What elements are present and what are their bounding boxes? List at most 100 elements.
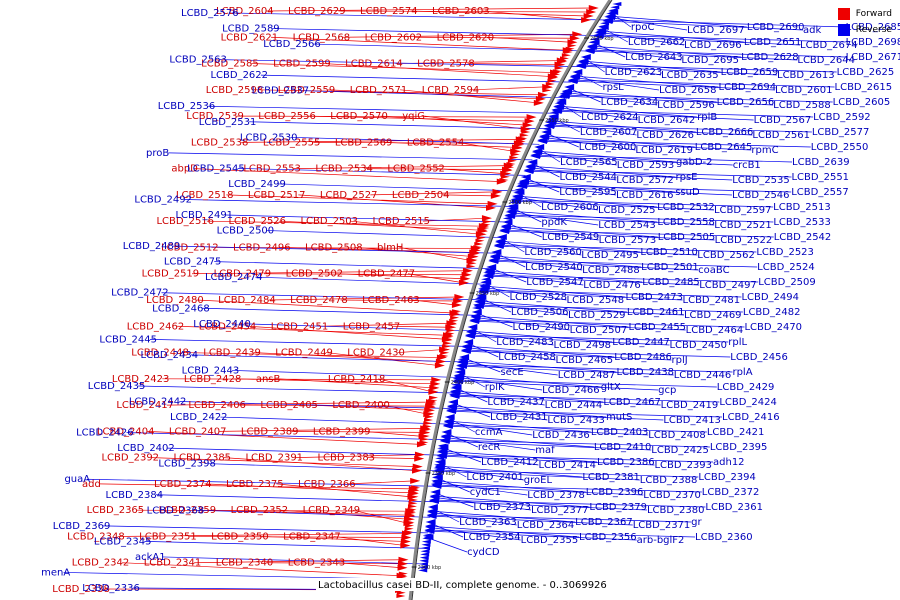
reverse-connector	[501, 229, 774, 238]
reverse-connector	[214, 261, 490, 269]
forward-gene-label: LCBD_2347	[283, 531, 341, 542]
reverse-connector	[434, 480, 586, 493]
reverse-gene-label: LCBD_2656	[717, 97, 775, 108]
forward-connector	[399, 247, 471, 261]
reverse-feature	[433, 466, 443, 470]
reverse-connector	[458, 364, 733, 373]
reverse-feature	[541, 126, 551, 131]
forward-connector	[437, 168, 505, 174]
reverse-connector	[290, 136, 540, 145]
scale-tick-label: 2400 kbp	[451, 380, 475, 386]
forward-gene-label: LCBD_2399	[313, 426, 371, 437]
forward-gene-label: LCBD_2534	[315, 164, 373, 175]
reverse-gene-label: LCBD_2367	[575, 517, 633, 528]
reverse-feature	[544, 120, 554, 125]
reverse-gene-label: LCBD_2384	[106, 490, 164, 501]
reverse-connector	[208, 105, 555, 114]
reverse-feature	[428, 497, 439, 503]
reverse-feature	[551, 107, 561, 112]
reverse-gene-label: LCBD_2408	[648, 430, 706, 441]
forward-gene-label: LCBD_2406	[188, 400, 246, 411]
reverse-gene-label: secE	[500, 367, 523, 378]
reverse-connector	[426, 525, 580, 538]
reverse-connector	[554, 109, 814, 118]
forward-feature	[461, 271, 472, 278]
reverse-gene-label: LCBD_2536	[158, 101, 216, 112]
reverse-feature	[422, 536, 432, 541]
reverse-feature	[513, 190, 523, 195]
forward-connector	[486, 36, 572, 43]
reverse-feature	[576, 62, 587, 68]
forward-feature	[448, 322, 458, 326]
reverse-connector	[496, 241, 582, 256]
forward-gene-label: LCBD_2553	[243, 164, 301, 175]
reverse-connector	[589, 45, 742, 58]
forward-connector	[206, 220, 483, 227]
reverse-feature	[469, 317, 480, 323]
reverse-gene-label: rpsE	[675, 172, 697, 183]
forward-connector	[407, 273, 464, 284]
reverse-connector	[597, 31, 685, 46]
reverse-gene-label: LCBD_2446	[674, 370, 732, 381]
forward-feature	[492, 188, 503, 195]
forward-connector	[298, 194, 491, 209]
scale-tick-label: 2300 kbp	[418, 565, 442, 571]
forward-connector	[226, 194, 492, 205]
reverse-connector	[471, 320, 686, 331]
reverse-connector	[456, 375, 601, 388]
forward-feature	[586, 9, 597, 15]
forward-connector	[338, 562, 402, 569]
forward-feature	[398, 556, 409, 563]
reverse-gene-label: LCBD_2467	[603, 397, 661, 408]
forward-gene-label: LCBD_2479	[214, 269, 272, 280]
reverse-gene-label: LCBD_2625	[837, 67, 895, 78]
forward-feature	[515, 142, 525, 147]
reverse-gene-label: LCBD_2549	[542, 232, 600, 243]
forward-connector	[234, 378, 435, 385]
forward-feature	[470, 251, 480, 256]
forward-gene-label: LCBD_2602	[365, 32, 423, 43]
reverse-gene-label: LCBD_2551	[791, 172, 849, 183]
forward-connector	[365, 168, 506, 170]
reverse-feature	[455, 366, 465, 371]
reverse-feature	[426, 512, 437, 518]
reverse-connector	[429, 511, 517, 526]
reverse-gene-label: LCBD_2461	[627, 307, 685, 318]
forward-feature	[500, 174, 510, 179]
reverse-connector	[467, 334, 729, 343]
reverse-gene-label: LCBD_2645	[695, 142, 753, 153]
reverse-feature	[427, 508, 438, 514]
reverse-gene-label: LCBD_2577	[812, 127, 870, 138]
reverse-feature	[441, 429, 452, 435]
forward-feature	[490, 192, 501, 199]
reverse-gene-label: LCBD_2529	[568, 310, 626, 321]
reverse-connector	[555, 106, 638, 121]
forward-feature	[460, 275, 471, 282]
reverse-gene-label: LCBD_2595	[559, 187, 617, 198]
reverse-connector	[507, 214, 774, 223]
reverse-connector	[485, 275, 700, 286]
reverse-gene-label: LCBD_2379	[589, 502, 647, 513]
reverse-connector	[442, 436, 536, 451]
reverse-gene-label: LCBD_2662	[628, 37, 686, 48]
forward-feature	[550, 72, 560, 77]
reverse-connector	[431, 496, 531, 511]
reverse-gene-label: LCBD_2547	[526, 277, 584, 288]
reverse-connector	[569, 80, 775, 91]
reverse-gene-label: LCBD_2429	[717, 382, 775, 393]
reverse-gene-label: LCBD_2386	[597, 457, 655, 468]
reverse-feature	[556, 98, 566, 102]
reverse-feature	[488, 257, 499, 263]
reverse-connector	[451, 394, 720, 403]
reverse-connector	[533, 151, 617, 166]
reverse-connector	[519, 184, 792, 193]
reverse-gene-label: LCBD_2490	[512, 322, 570, 333]
forward-feature	[476, 235, 486, 240]
forward-feature	[420, 434, 430, 438]
reverse-gene-label: LCBD_2469	[684, 310, 742, 321]
forward-swatch	[837, 8, 850, 20]
reverse-gene-label: guaA	[64, 474, 90, 485]
reverse-feature	[596, 27, 606, 32]
forward-connector	[482, 10, 586, 21]
forward-connector	[367, 457, 419, 459]
